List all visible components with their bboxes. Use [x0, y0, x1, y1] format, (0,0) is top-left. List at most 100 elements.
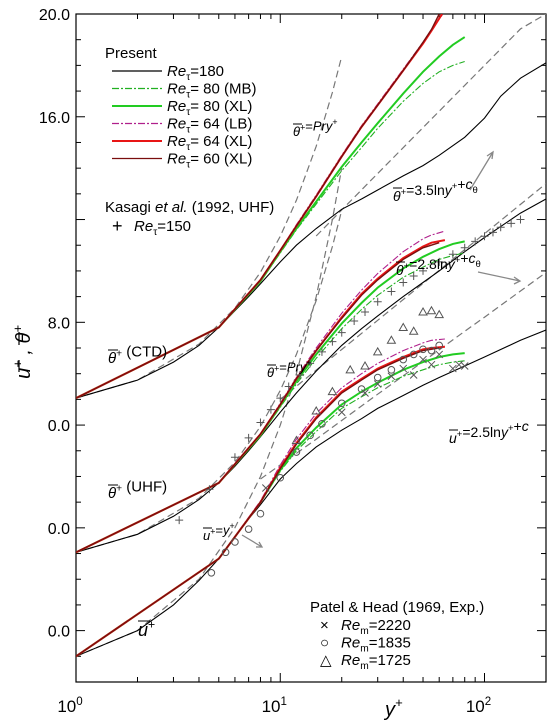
legend-patel: Patel & Head (1969, Exp.)× Rem=2220 ○ Rem=1…: [310, 599, 484, 672]
y-tick-label: 8.0: [48, 315, 70, 332]
y-tick-label: 16.0: [39, 110, 70, 127]
y-tick-label: 0.0: [48, 624, 70, 641]
legend-kasagi-marker: +: [112, 216, 123, 236]
tick-labels: 20.0 16.0 8.0 0.0 0.0 0.0 100 101 102: [39, 7, 491, 716]
series-u60xl: [76, 347, 440, 657]
patel-1725-point: [418, 307, 428, 316]
patel-1835-point: [244, 525, 253, 533]
legend-patel-marker: ×: [320, 617, 329, 634]
patel-1725-point: [327, 386, 338, 396]
kasagi-point: [399, 278, 408, 287]
patel-2220-point: [337, 408, 346, 417]
kasagi-point: [296, 370, 305, 379]
y-tick-label: 20.0: [39, 7, 70, 24]
anno-u-lin: u+=y+: [203, 521, 235, 543]
patel-2220-point: [435, 350, 444, 359]
series-tu60xl: [76, 242, 440, 553]
ref-line-theta_pry_ctd: [76, 56, 343, 399]
series-tu180: [76, 198, 546, 553]
series-tu80xl: [76, 240, 465, 554]
legend-kasagi-title: Kasagi et al. (1992, UHF): [105, 199, 274, 216]
anno-u-log: u+=2.5lny++c: [449, 418, 529, 446]
data-markers: [175, 215, 525, 577]
y-tick-label: 0.0: [48, 521, 70, 538]
patel-1835-point: [419, 345, 427, 354]
kasagi-point: [373, 297, 382, 306]
legend-patel-title: Patel & Head (1969, Exp.): [310, 599, 484, 616]
kasagi-point: [350, 317, 359, 326]
anno-theta-log28: θ+=2.8lny++cθ: [396, 250, 481, 278]
legend-present-label: Reτ= 80 (XL): [167, 98, 252, 118]
patel-2220-point: [419, 355, 427, 364]
patel-2220-point: [455, 360, 463, 369]
patel-1725-point: [291, 435, 302, 444]
y-axis-label: u+ , θ+: [10, 325, 35, 379]
kasagi-point: [361, 308, 370, 317]
kasagi-point: [328, 337, 337, 346]
kasagi-point: [284, 382, 293, 391]
patel-2220-point: [373, 380, 382, 388]
patel-1835-point: [231, 538, 239, 546]
patel-1725-point: [398, 322, 409, 331]
kasagi-point: [448, 250, 457, 259]
legend-present-label: Reτ= 64 (LB): [167, 116, 252, 136]
kasagi-point: [230, 453, 239, 462]
patel-1835-point: [427, 346, 436, 355]
patel-2220-point: [399, 364, 408, 373]
ref-line-u_log_law: [260, 272, 546, 480]
legend-present-label: Reτ=180: [167, 63, 224, 83]
kasagi-point: [460, 243, 469, 252]
anno-theta-uhf: θ+ (UHF): [108, 479, 167, 502]
patel-1835-point: [256, 509, 265, 518]
patel-1835-point: [337, 399, 346, 408]
y-tick-label: 0.0: [48, 418, 70, 435]
ref-line-u_eq_y: [76, 168, 343, 657]
kasagi-point: [266, 405, 275, 414]
kasagi-point: [306, 359, 315, 368]
patel-2220-point: [460, 362, 469, 370]
patel-1725-point: [434, 309, 445, 319]
anno-theta-ctd: θ+ (CTD): [108, 344, 167, 367]
kasagi-point: [419, 266, 428, 275]
patel-2220-point: [387, 372, 396, 381]
patel-1725-point: [345, 364, 356, 374]
legend-patel-marker: ○: [320, 635, 329, 652]
patel-1835-point: [292, 448, 301, 456]
patel-2220-point: [427, 360, 436, 369]
kasagi-point: [256, 418, 265, 427]
series-tc180: [76, 62, 546, 399]
patel-1835-point: [435, 341, 443, 350]
annotations: θ+=Pry+ θ+=3.5lny++cθ θ+=2.8lny++cθ θ+ (CTD…: [108, 117, 529, 640]
legend-present-label: Reτ= 80 (MB): [167, 81, 257, 101]
patel-1835-point: [409, 350, 418, 359]
kasagi-point: [337, 328, 346, 337]
series-lines: [76, 14, 546, 658]
ref-line-theta_log35: [315, 14, 546, 237]
patel-1835-point: [221, 548, 230, 557]
patel-1835-point: [207, 569, 216, 577]
kasagi-point: [435, 257, 444, 266]
patel-1725-point: [311, 405, 322, 415]
patel-1835-point: [373, 373, 382, 382]
anno-theta-pry-mid: θ+=Pry+: [267, 358, 311, 380]
kasagi-point: [276, 394, 285, 403]
kasagi-point: [387, 287, 396, 296]
kasagi-point: [205, 485, 214, 494]
patel-1725-point: [426, 305, 437, 315]
x-axis-label: y+: [383, 695, 403, 721]
kasagi-point: [480, 232, 489, 241]
legend-present-title: Present: [105, 45, 158, 62]
patel-1835-point: [306, 431, 314, 440]
patel-2220-point: [449, 364, 457, 373]
kasagi-point: [317, 347, 326, 356]
patel-2220-point: [361, 389, 369, 397]
x-tick-label: 100: [57, 696, 82, 716]
axis-ticks: [75, 13, 547, 683]
patel-1835-point: [387, 366, 396, 374]
arrow-u-lin: [241, 534, 264, 548]
legend-present-label: Reτ= 64 (XL): [167, 133, 252, 153]
kasagi-point: [496, 223, 505, 232]
legend-present-label: Reτ= 60 (XL): [167, 151, 252, 171]
